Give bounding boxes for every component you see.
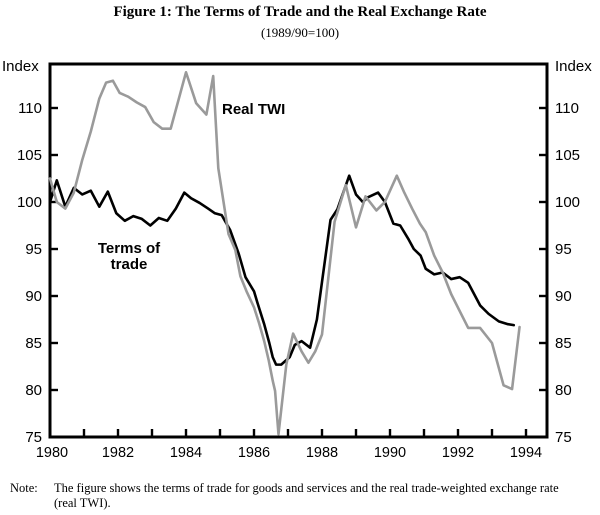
svg-text:110: 110: [555, 100, 579, 117]
svg-text:95: 95: [25, 241, 42, 258]
svg-text:80: 80: [25, 382, 42, 399]
svg-text:110: 110: [18, 100, 42, 117]
svg-text:85: 85: [555, 335, 572, 352]
svg-text:1986: 1986: [238, 445, 270, 461]
svg-text:75: 75: [555, 429, 572, 446]
svg-text:trade: trade: [111, 256, 148, 273]
svg-text:95: 95: [555, 241, 572, 258]
svg-text:Terms of: Terms of: [98, 240, 161, 257]
svg-text:1984: 1984: [170, 445, 202, 461]
svg-text:105: 105: [17, 147, 42, 164]
svg-text:105: 105: [555, 147, 580, 164]
svg-text:100: 100: [555, 194, 580, 211]
svg-text:1980: 1980: [36, 445, 68, 461]
svg-text:Index: Index: [555, 58, 592, 75]
svg-text:100: 100: [17, 194, 42, 211]
svg-text:1982: 1982: [102, 445, 134, 461]
svg-text:1988: 1988: [306, 445, 338, 461]
svg-text:1990: 1990: [374, 445, 406, 461]
svg-text:1992: 1992: [442, 445, 474, 461]
svg-text:Index: Index: [2, 58, 39, 75]
svg-text:80: 80: [555, 382, 572, 399]
svg-text:1994: 1994: [510, 445, 542, 461]
svg-text:90: 90: [555, 288, 572, 305]
svg-text:Real TWI: Real TWI: [222, 101, 285, 118]
svg-text:90: 90: [25, 288, 42, 305]
svg-text:85: 85: [25, 335, 42, 352]
svg-text:75: 75: [25, 429, 42, 446]
